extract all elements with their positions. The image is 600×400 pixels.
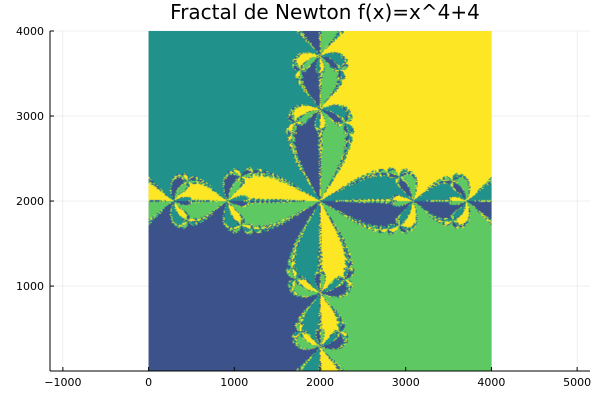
chart-title: Fractal de Newton f(x)=x^4+4 bbox=[170, 0, 480, 24]
axis-ticks: −1000 0 1000 2000 3000 4000 5000 1000 2000 3000 40… bbox=[16, 25, 591, 389]
x-tick-label: 1000 bbox=[220, 376, 248, 389]
y-tick-label: 3000 bbox=[16, 110, 44, 123]
x-tick-label: 0 bbox=[145, 376, 152, 389]
y-tick-label: 4000 bbox=[16, 25, 44, 38]
x-tick-label: 3000 bbox=[392, 376, 420, 389]
y-tick-label: 1000 bbox=[16, 280, 44, 293]
y-tick-label: 2000 bbox=[16, 195, 44, 208]
x-tick-label: −1000 bbox=[44, 376, 81, 389]
x-tick-label: 5000 bbox=[563, 376, 591, 389]
fractal-heatmap bbox=[148, 31, 492, 371]
x-tick-label: 2000 bbox=[306, 376, 334, 389]
x-tick-label: 4000 bbox=[477, 376, 505, 389]
